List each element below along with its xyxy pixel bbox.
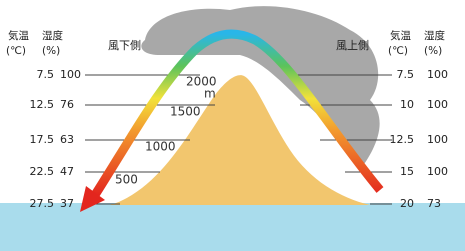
altitude: 1000 [145, 140, 176, 154]
humidity: 100 [60, 68, 81, 81]
humidity: 47 [60, 165, 74, 178]
altitude: m [204, 87, 216, 101]
temperature: 7.5 [37, 68, 55, 81]
header: (%) [424, 45, 442, 57]
sea [0, 203, 465, 251]
side-label: 風上側 [336, 39, 369, 52]
temperature: 10 [400, 98, 414, 111]
header: 湿度 [42, 29, 63, 42]
temperature: 15 [400, 165, 414, 178]
humidity: 63 [60, 133, 74, 146]
altitude: 1500 [170, 105, 201, 119]
temperature: 12.5 [390, 133, 415, 146]
header: (℃) [6, 45, 26, 57]
header: (%) [42, 45, 60, 57]
humidity: 73 [427, 197, 441, 210]
temperature: 12.5 [30, 98, 55, 111]
header: 湿度 [424, 29, 445, 42]
header: 気温 [8, 29, 29, 42]
temperature: 22.5 [30, 165, 55, 178]
humidity: 100 [427, 98, 448, 111]
header: 気温 [390, 29, 411, 42]
foehn-diagram: 気温 湿度 (℃) (%) 風下側 気温 湿度 (℃) (%) 風上側 2000… [0, 0, 465, 251]
altitude: 500 [115, 173, 138, 187]
humidity: 100 [427, 165, 448, 178]
humidity: 76 [60, 98, 74, 111]
humidity: 100 [427, 68, 448, 81]
temperature: 17.5 [30, 133, 55, 146]
temperature: 20 [400, 197, 414, 210]
humidity: 100 [427, 133, 448, 146]
header: (℃) [388, 45, 408, 57]
humidity: 37 [60, 197, 74, 210]
side-label: 風下側 [108, 39, 141, 52]
temperature: 7.5 [397, 68, 415, 81]
temperature: 27.5 [30, 197, 55, 210]
left-panel: 気温 湿度 (℃) (%) 風下側 [6, 29, 141, 57]
